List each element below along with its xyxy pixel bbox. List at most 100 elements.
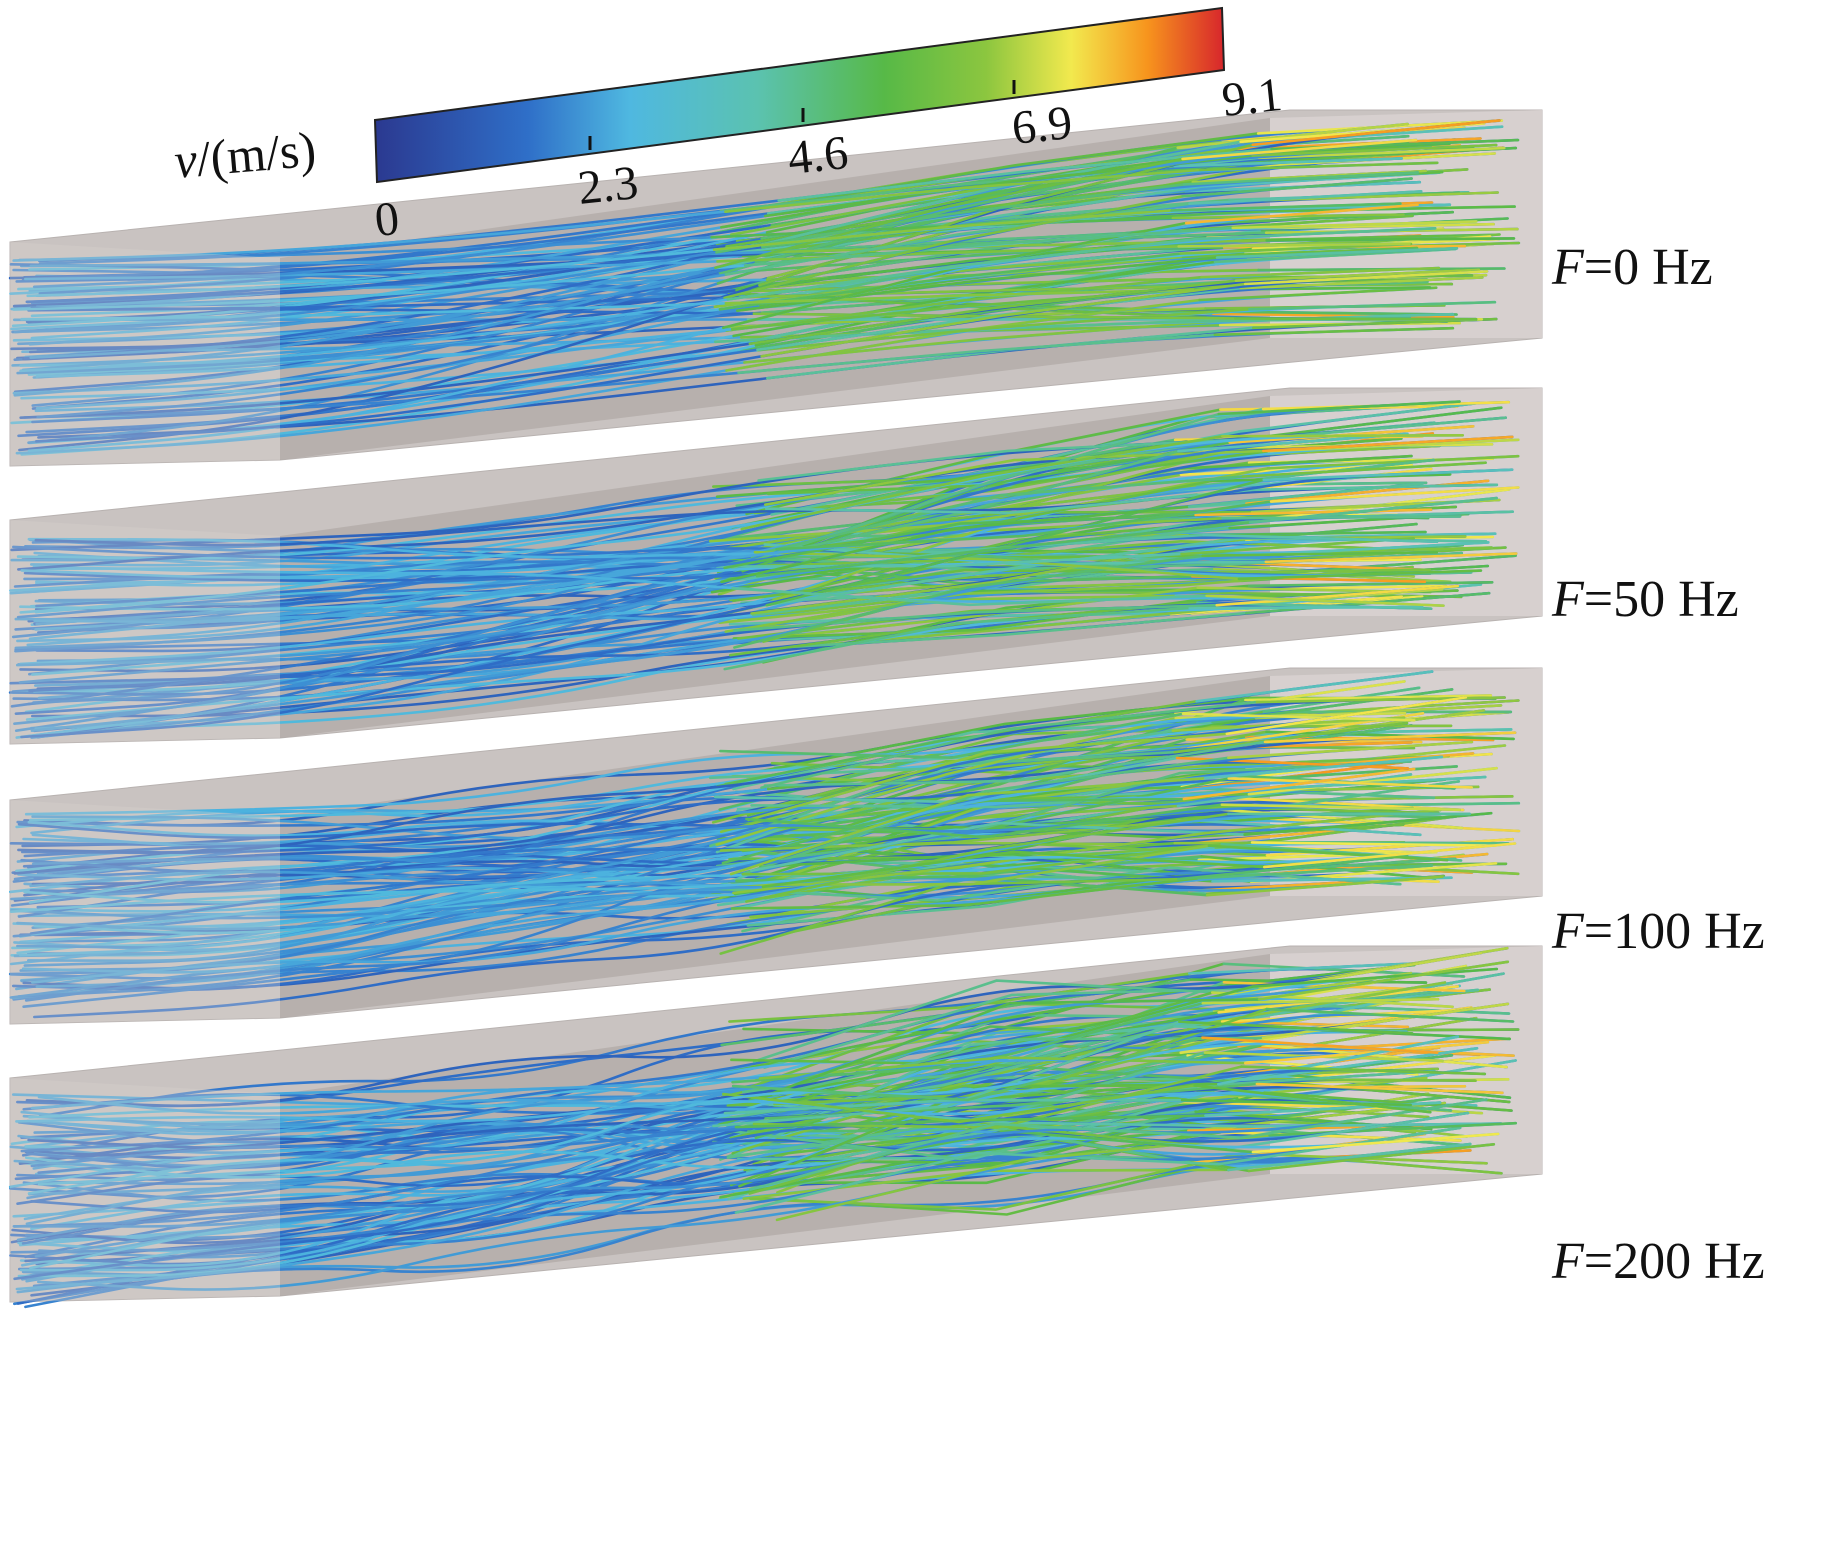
streamline-downstream xyxy=(731,1036,1204,1102)
streamline-outlet xyxy=(1239,1098,1488,1139)
colorbar xyxy=(373,6,1226,184)
streamline-outlet xyxy=(1213,326,1455,337)
streamline xyxy=(12,1098,1488,1228)
streamline-downstream xyxy=(724,168,1202,213)
streamline-outlet xyxy=(1247,581,1494,588)
streamline-downstream xyxy=(741,842,1223,876)
streamline-outlet xyxy=(1179,242,1413,255)
streamline-outlet xyxy=(1263,842,1517,869)
streamline-downstream xyxy=(711,755,1180,824)
streamline-outlet xyxy=(1265,237,1516,242)
streamline-outlet xyxy=(1198,227,1437,241)
streamline-outlet xyxy=(1201,997,1440,1005)
streamline-downstream xyxy=(760,282,1247,358)
streamline-downstream xyxy=(736,1091,1215,1161)
streamline xyxy=(21,760,1410,855)
streamline xyxy=(13,1025,1414,1281)
streamline-downstream xyxy=(730,876,1200,910)
duct-panel-3 xyxy=(8,667,1543,1025)
streamline-outlet xyxy=(1193,1084,1432,1114)
streamline-downstream xyxy=(749,1099,1236,1145)
streamline-outlet xyxy=(1198,286,1438,302)
duct-inlet-face xyxy=(10,520,280,744)
streamline-outlet xyxy=(1250,841,1497,847)
streamline xyxy=(19,538,1488,666)
panel-label-f100: F=100 Hz xyxy=(1552,903,1765,960)
duct-panel-1 xyxy=(8,109,1543,467)
streamline xyxy=(34,1013,1515,1258)
colorbar-tick-label-4.6: 4.6 xyxy=(785,126,851,185)
streamline-outlet xyxy=(1255,1082,1504,1095)
streamline-outlet xyxy=(1227,1142,1472,1172)
colorbar-tick-label-6.9: 6.9 xyxy=(1009,96,1075,155)
streamline-downstream xyxy=(723,1110,1197,1161)
streamline-outlet xyxy=(1265,205,1516,213)
streamline-downstream xyxy=(723,195,1184,300)
streamline-downstream xyxy=(765,478,1265,607)
streamline-downstream xyxy=(777,147,1273,202)
streamline-downstream xyxy=(719,712,1185,760)
streamline-outlet xyxy=(1237,569,1483,581)
streamline xyxy=(12,780,1473,929)
streamline xyxy=(16,849,1449,931)
streamline-outlet xyxy=(1217,1035,1459,1086)
streamline-downstream xyxy=(715,183,1186,254)
streamline-outlet xyxy=(1263,731,1517,744)
streamline-downstream xyxy=(726,237,1201,301)
streamline-outlet xyxy=(1202,533,1439,543)
streamline-downstream xyxy=(714,157,1184,269)
streamline-outlet xyxy=(1260,1070,1512,1099)
streamline-outlet xyxy=(1239,276,1484,290)
streamline-outlet xyxy=(1227,1111,1470,1150)
streamline-downstream xyxy=(763,543,1268,566)
streamline-outlet xyxy=(1266,454,1520,470)
streamline xyxy=(28,603,1433,693)
streamline-outlet xyxy=(1269,486,1520,503)
streamline-outlet xyxy=(1182,767,1416,801)
duct-panel-4 xyxy=(8,945,1543,1309)
streamline-downstream xyxy=(715,716,1177,846)
streamline xyxy=(19,434,1464,614)
streamline-outlet xyxy=(1194,508,1433,517)
streamline-outlet xyxy=(1257,146,1506,160)
streamline-outlet xyxy=(1170,202,1402,212)
streamline xyxy=(10,811,1493,901)
streamline-outlet xyxy=(1261,1002,1510,1040)
streamline-outlet xyxy=(1268,1121,1517,1137)
streamline-outlet xyxy=(1234,317,1478,321)
streamline xyxy=(15,1055,1444,1291)
streamline-downstream xyxy=(722,1084,1196,1124)
streamline-downstream xyxy=(761,850,1266,889)
streamline xyxy=(13,960,1510,1171)
streamline-outlet xyxy=(1187,962,1421,975)
streamline xyxy=(10,1126,1462,1254)
streamline-downstream xyxy=(752,140,1242,248)
streamline-outlet xyxy=(1247,1143,1496,1173)
streamline-outlet xyxy=(1220,803,1461,812)
streamline-outlet xyxy=(1181,246,1419,259)
duct-inlet-face xyxy=(10,1078,280,1302)
streamline-downstream xyxy=(733,603,1218,632)
streamline-outlet xyxy=(1195,670,1434,703)
streamline-downstream xyxy=(731,1001,1205,1084)
streamline xyxy=(16,1103,1410,1242)
streamline-downstream xyxy=(774,826,1272,874)
panel-label-f200: F=200 Hz xyxy=(1552,1233,1765,1290)
streamline-downstream xyxy=(718,252,1182,311)
streamline-downstream xyxy=(745,803,1224,839)
streamline-outlet xyxy=(1247,766,1498,796)
streamline-downstream xyxy=(760,998,1261,1099)
streamline-outlet xyxy=(1201,1036,1439,1054)
streamline-downstream xyxy=(740,435,1224,531)
streamline-outlet xyxy=(1251,143,1498,157)
streamline-outlet xyxy=(1251,119,1501,147)
streamline-downstream xyxy=(743,226,1234,267)
streamline-downstream xyxy=(753,276,1235,293)
streamline xyxy=(27,711,1407,963)
streamline-outlet xyxy=(1192,1076,1428,1102)
streamline-outlet xyxy=(1257,960,1510,1001)
streamline-outlet xyxy=(1243,1040,1490,1065)
streamline-downstream xyxy=(715,711,1177,788)
streamline-outlet xyxy=(1213,210,1454,225)
streamline-downstream xyxy=(756,475,1245,556)
